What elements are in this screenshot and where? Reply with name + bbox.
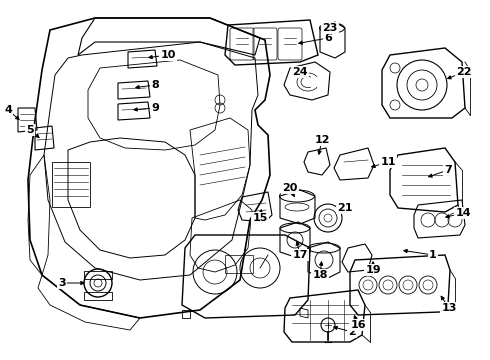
Text: 7: 7 <box>444 165 452 175</box>
Text: 23: 23 <box>322 23 338 33</box>
Bar <box>52 162 90 207</box>
Bar <box>84 271 112 279</box>
Text: 24: 24 <box>292 67 308 77</box>
Text: 20: 20 <box>282 183 298 193</box>
Text: 17: 17 <box>292 250 308 260</box>
Text: 8: 8 <box>151 80 159 90</box>
Text: 13: 13 <box>441 303 457 313</box>
Text: 9: 9 <box>151 103 159 113</box>
Text: 16: 16 <box>350 320 366 330</box>
Text: 4: 4 <box>4 105 12 115</box>
Text: 5: 5 <box>26 125 34 135</box>
Bar <box>84 292 112 300</box>
Text: 14: 14 <box>455 208 471 218</box>
Text: 2: 2 <box>348 327 356 337</box>
Text: 11: 11 <box>380 157 396 167</box>
Text: 21: 21 <box>337 203 353 213</box>
Text: 3: 3 <box>58 278 66 288</box>
Text: 18: 18 <box>312 270 328 280</box>
Text: 12: 12 <box>314 135 330 145</box>
Text: 10: 10 <box>160 50 176 60</box>
Text: 1: 1 <box>429 250 437 260</box>
Bar <box>225 255 253 273</box>
Text: 6: 6 <box>324 33 332 43</box>
Text: 19: 19 <box>365 265 381 275</box>
Text: 22: 22 <box>456 67 472 77</box>
Text: 15: 15 <box>252 213 268 223</box>
